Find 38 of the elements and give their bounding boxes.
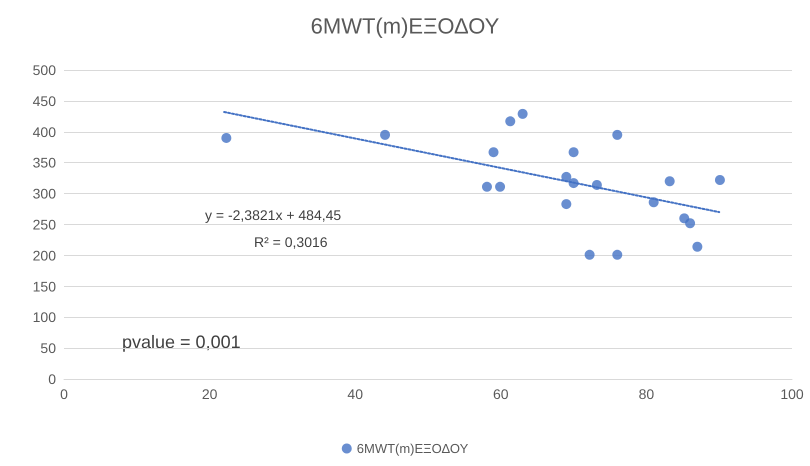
point (692, 242, 702, 252)
legend-label: 6MWT(m)ΕΞΟΔΟΥ (356, 441, 469, 456)
x-tick-label: 20 (202, 386, 218, 402)
y-tick-label: 500 (32, 62, 56, 78)
point (505, 116, 516, 126)
point (685, 218, 696, 228)
x-tick-label: 80 (638, 386, 654, 402)
x-tick-label: 0 (60, 386, 68, 402)
y-tick-label: 250 (32, 216, 56, 232)
y-tick-label: 0 (48, 371, 56, 387)
x-tick-label: 60 (493, 386, 509, 402)
point (482, 182, 492, 192)
point (714, 175, 725, 185)
annotation: y = -2,3821x + 484,45 (205, 207, 342, 223)
point (495, 182, 506, 192)
y-tick-label: 400 (32, 124, 56, 140)
y-tick-label: 100 (32, 309, 56, 326)
point (664, 176, 675, 186)
annotation: R² = 0,3016 (254, 234, 328, 250)
x-tick-label: 40 (347, 386, 364, 402)
y-tick-label: 150 (32, 278, 56, 294)
y-tick-label: 50 (40, 340, 56, 356)
point (380, 130, 390, 140)
chart-title: 6MWT(m)ΕΞΟΔΟΥ (310, 14, 500, 38)
annotation: pvalue = 0,001 (122, 332, 241, 352)
point (584, 250, 595, 260)
x-tick-label: 100 (780, 386, 804, 402)
y-tick-label: 300 (32, 186, 56, 202)
point (561, 199, 572, 210)
point (612, 250, 622, 260)
point (612, 130, 622, 140)
point (488, 147, 499, 158)
y-tick-label: 350 (32, 154, 56, 171)
point (568, 147, 579, 158)
y-tick-label: 200 (32, 247, 56, 264)
point (221, 132, 232, 143)
point (518, 108, 528, 119)
y-tick-label: 450 (32, 92, 56, 109)
